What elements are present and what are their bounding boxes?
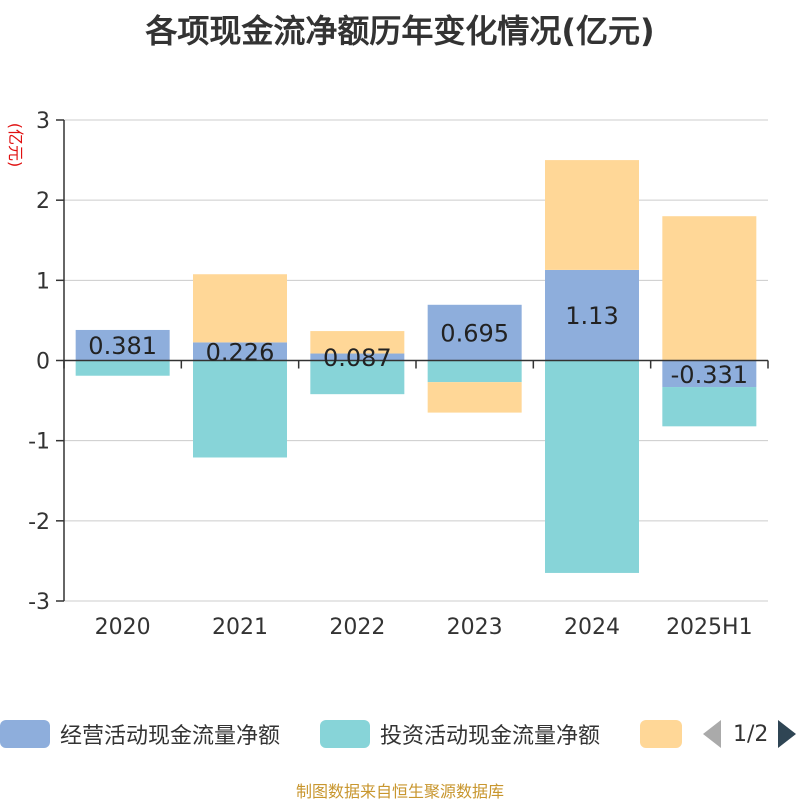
x-tick-label: 2020 (95, 615, 151, 640)
x-tick-label: 2021 (212, 615, 268, 640)
bar-operating (193, 342, 287, 361)
y-tick-label: 0 (36, 350, 50, 375)
source-note: 制图数据来自恒生聚源数据库 (295, 782, 504, 801)
legend-pager: 1/2 (700, 716, 800, 752)
x-tick-label: 2025H1 (666, 615, 753, 640)
legend-item-investing[interactable]: 投资活动现金流量净额 (320, 716, 600, 752)
chart-plot: 3 2 1 0 -1 -2 -3 2020 2021 2022 2023 2024 2025H1 0.38… (6, 109, 769, 640)
bar-investing (193, 360, 287, 458)
y-axis-label: (亿元) (6, 123, 25, 168)
chevron-right-icon[interactable] (778, 720, 797, 748)
bar-investing (75, 360, 170, 376)
legend-item-financing[interactable] (640, 716, 692, 752)
bar-financing (662, 216, 757, 361)
bar-investing (427, 360, 522, 383)
bar-financing (545, 160, 639, 270)
x-tick-label: 2022 (329, 615, 385, 640)
y-tick-label: 2 (36, 189, 50, 214)
data-label: 0.381 (88, 332, 157, 360)
legend-swatch-financing (640, 720, 682, 748)
data-label: 1.13 (565, 302, 618, 330)
bar-investing (662, 387, 757, 427)
bar-financing (427, 382, 522, 413)
y-tick-label: -3 (28, 590, 50, 615)
bar-investing (310, 360, 405, 395)
bar-operating (427, 304, 522, 361)
bar-operating (662, 360, 757, 388)
y-tick-label: -2 (28, 510, 50, 535)
legend-label-operating: 经营活动现金流量净额 (60, 724, 281, 749)
legend-swatch-investing (320, 720, 370, 748)
y-tick-label: -1 (28, 430, 50, 455)
legend-page-indicator: 1/2 (733, 721, 769, 747)
data-label: -0.331 (671, 361, 748, 389)
legend-item-operating[interactable]: 经营活动现金流量净额 (0, 716, 280, 752)
y-tick-label: 3 (36, 109, 50, 134)
data-label: 0.695 (440, 320, 509, 348)
data-label: 0.226 (206, 338, 275, 366)
chevron-left-icon[interactable] (703, 720, 721, 748)
legend-label-investing: 投资活动现金流量净额 (380, 724, 601, 749)
data-label: 0.087 (323, 344, 392, 372)
bar-operating (75, 329, 170, 361)
bar-financing (310, 331, 405, 354)
bar-financing (193, 274, 287, 343)
bar-operating (310, 353, 405, 361)
x-tick-label: 2023 (447, 615, 503, 640)
x-tick-label: 2024 (564, 615, 620, 640)
bar-investing (545, 360, 639, 573)
y-tick-label: 1 (36, 269, 50, 294)
bar-operating (545, 269, 639, 361)
chart-title: 各项现金流净额历年变化情况(亿元) (145, 12, 655, 50)
legend-swatch-operating (0, 720, 50, 748)
legend: 经营活动现金流量净额 投资活动现金流量净额 (0, 716, 800, 752)
